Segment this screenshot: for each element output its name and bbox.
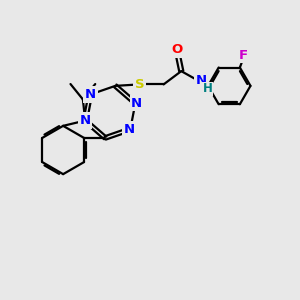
Text: N: N [80, 114, 91, 127]
Text: N: N [131, 97, 142, 110]
Text: O: O [171, 44, 182, 56]
Text: N: N [85, 88, 96, 101]
Text: N: N [196, 74, 207, 87]
Text: N: N [123, 123, 134, 136]
Text: H: H [203, 82, 213, 95]
Text: S: S [135, 78, 144, 91]
Text: F: F [239, 49, 248, 62]
